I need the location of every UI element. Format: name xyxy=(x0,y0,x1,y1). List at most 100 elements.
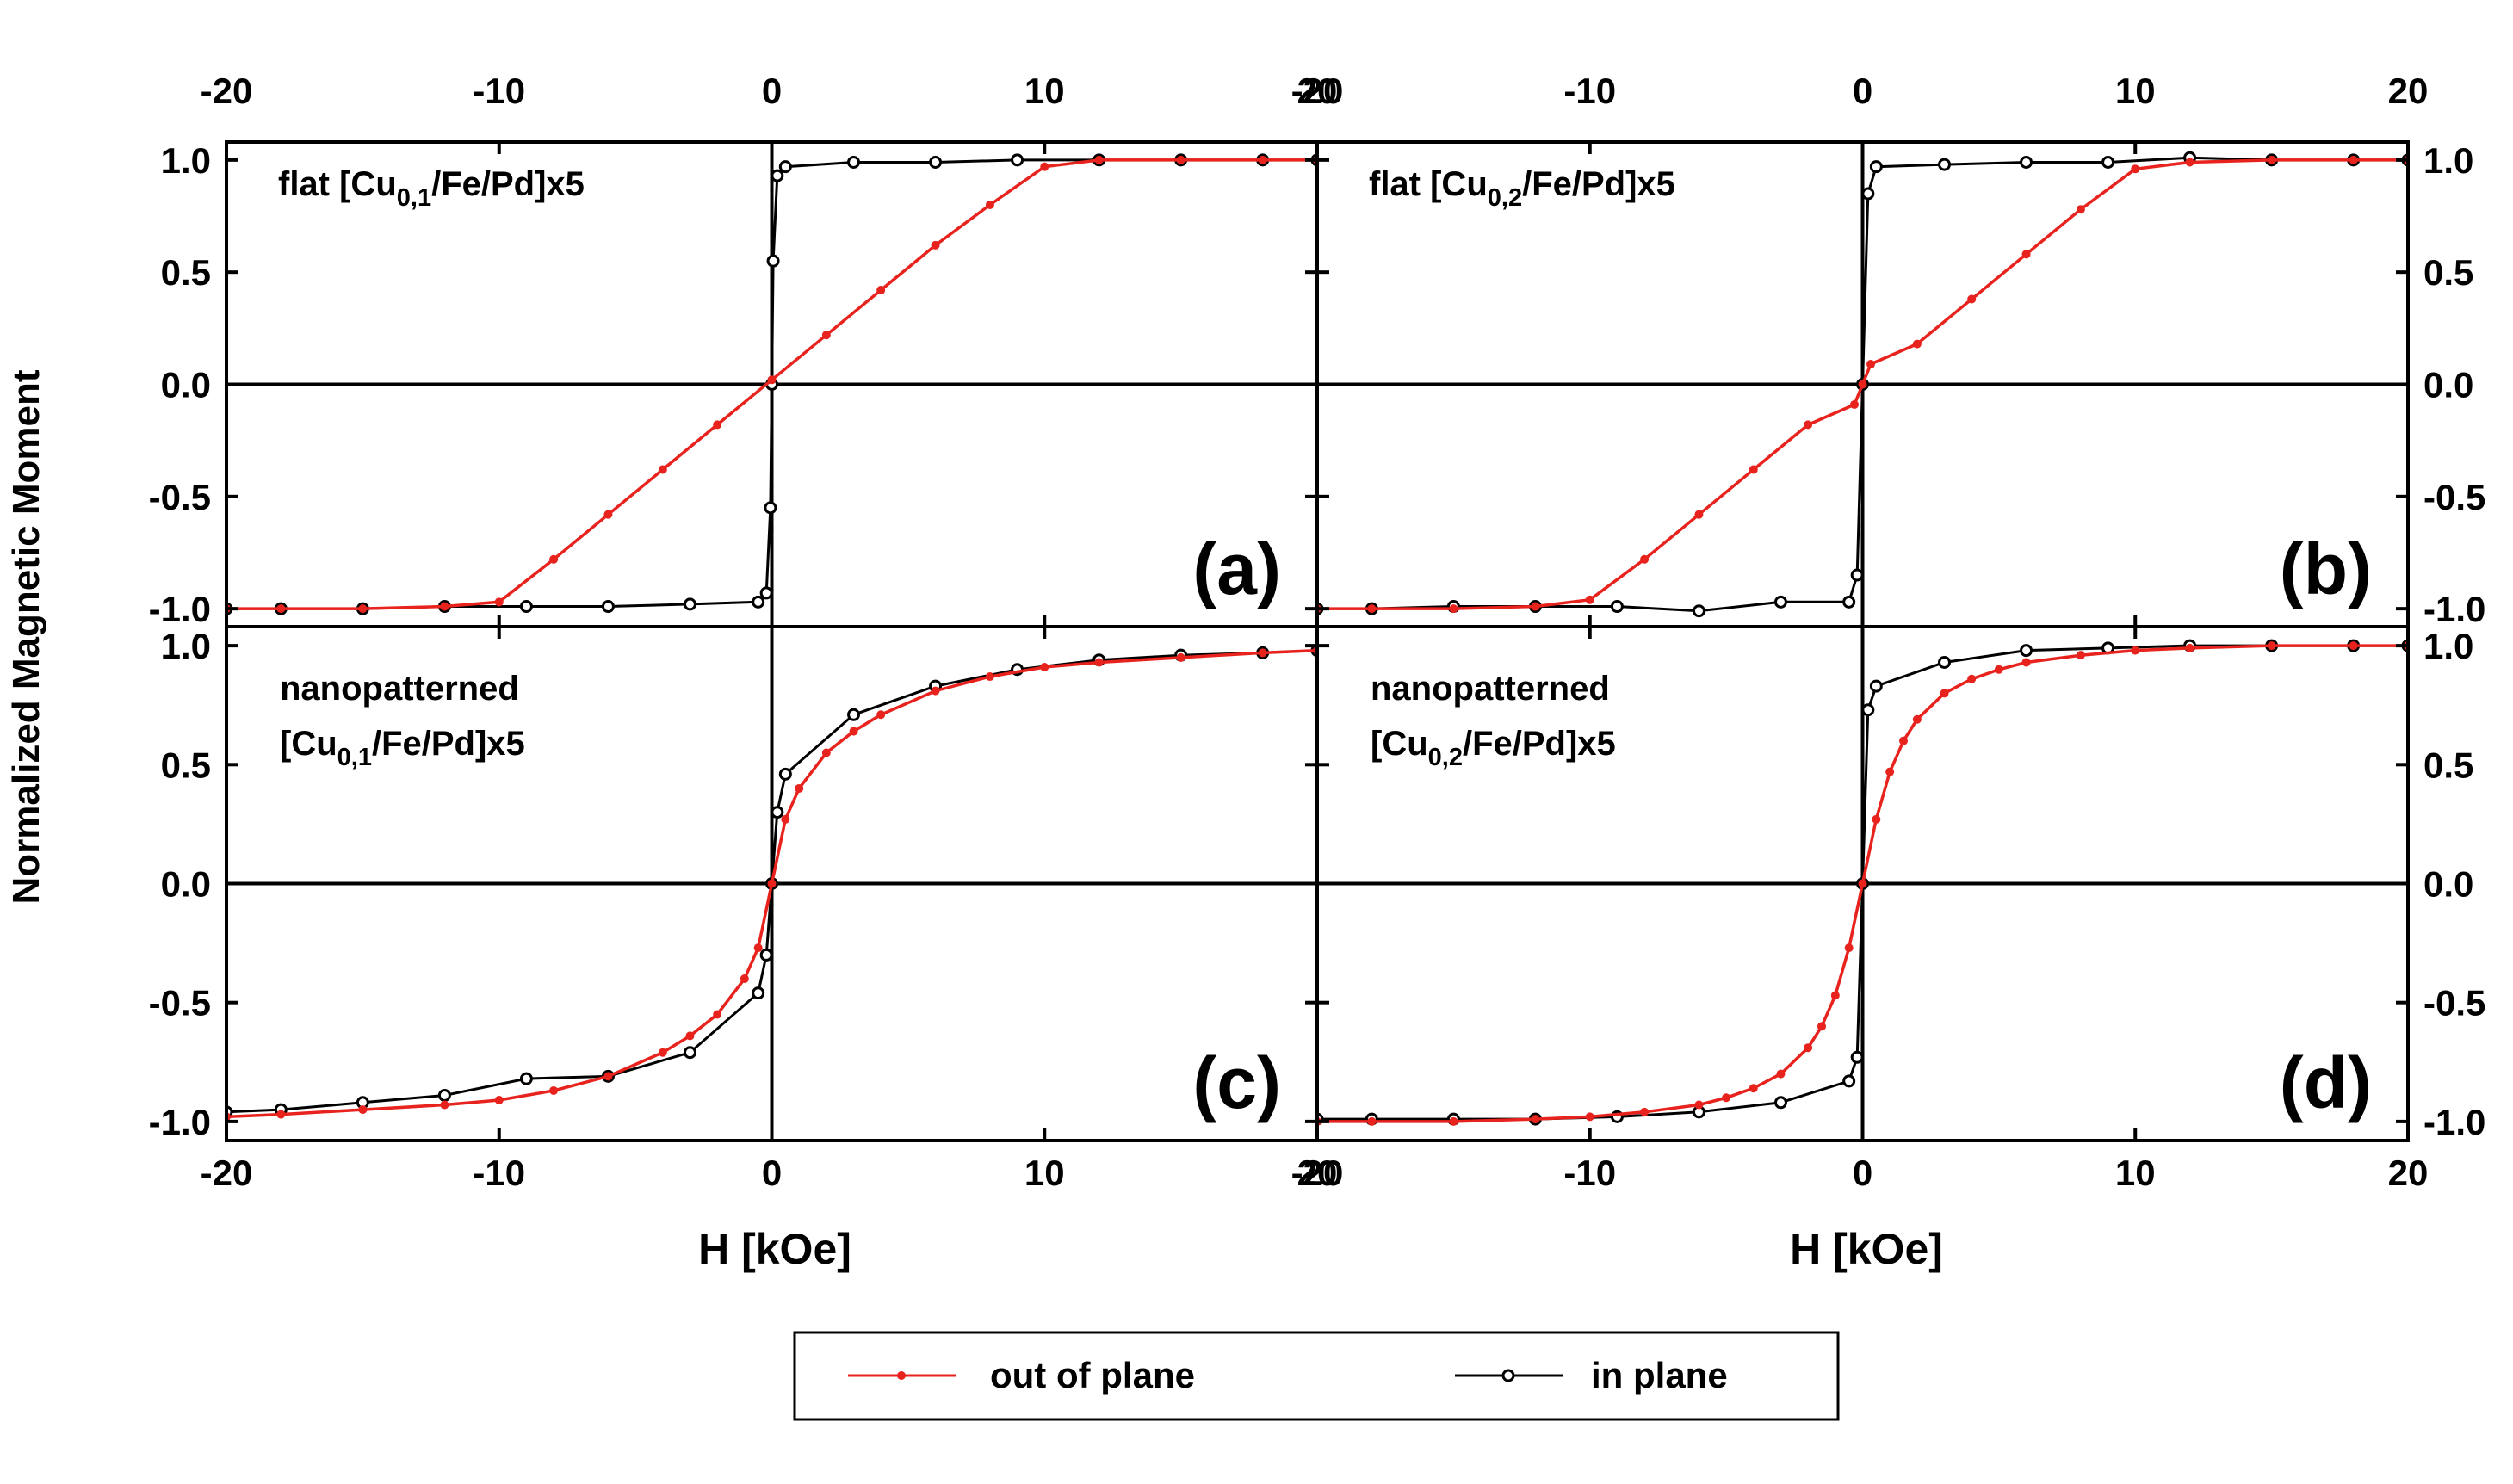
data-point xyxy=(1694,510,1704,519)
panel-letter: (c) xyxy=(1192,1042,1281,1123)
panel-title-line: [Cu0,1/Fe/Pd]x5 xyxy=(280,725,525,771)
data-point xyxy=(1585,1112,1594,1122)
data-point xyxy=(1869,679,1883,693)
data-point xyxy=(1258,155,1267,164)
legend-out-of-plane-marker xyxy=(897,1371,906,1380)
data-point xyxy=(931,686,940,696)
data-point xyxy=(1804,420,1813,430)
data-point xyxy=(1849,399,1859,409)
y-tick-label: -0.5 xyxy=(149,477,211,517)
data-point xyxy=(767,879,777,888)
data-point xyxy=(847,155,861,169)
data-point xyxy=(1858,380,1867,389)
panel-title-line: nanopatterned xyxy=(1371,670,1610,708)
y-tick-label: -0.5 xyxy=(149,983,211,1023)
data-point xyxy=(440,602,449,611)
data-point xyxy=(1610,600,1624,614)
data-point xyxy=(2349,155,2358,164)
data-point xyxy=(1842,1074,1856,1088)
panel-d: -20 -10 0 10 20 -1.0 -0.5 0.0 0.5 1.0 nanopatterne… xyxy=(1291,625,2485,1193)
data-point xyxy=(1861,703,1875,717)
data-point xyxy=(849,727,858,736)
data-point xyxy=(1449,604,1458,614)
data-point xyxy=(1011,153,1024,167)
data-point xyxy=(2076,651,2085,660)
data-point xyxy=(437,1088,451,1102)
panel-title-line: flat [Cu0,1/Fe/Pd]x5 xyxy=(278,165,585,212)
data-point xyxy=(753,943,763,953)
x-tick-label: -20 xyxy=(201,1153,253,1193)
data-point xyxy=(2185,643,2194,652)
data-point xyxy=(759,948,773,962)
data-point xyxy=(1899,736,1909,745)
x-tick-label-top: -10 xyxy=(473,71,525,111)
data-point xyxy=(1967,674,1977,683)
series-out-of-plane xyxy=(1317,641,2408,1126)
data-point xyxy=(781,814,790,824)
data-point xyxy=(778,767,792,781)
panel-c: -20 -10 0 10 20 -1.0 -0.5 0.0 0.5 1.0 nanopatterne… xyxy=(149,625,1337,1193)
data-point xyxy=(1938,655,1952,669)
data-point xyxy=(494,1096,504,1105)
x-tick-label: 10 xyxy=(2115,1153,2156,1193)
data-point xyxy=(985,200,994,209)
y-tick-label: -1.0 xyxy=(149,1102,211,1142)
panel-title-line: flat [Cu0,2/Fe/Pd]x5 xyxy=(1369,165,1675,212)
data-point xyxy=(847,708,861,721)
data-point xyxy=(1531,1115,1540,1124)
data-point xyxy=(778,160,792,174)
data-point xyxy=(1858,879,1867,888)
data-point xyxy=(276,604,286,614)
data-point xyxy=(549,554,559,564)
data-point xyxy=(1040,662,1049,671)
y-tick-label: 0.5 xyxy=(161,745,211,785)
data-point xyxy=(1994,665,2003,674)
data-point xyxy=(1861,187,1875,201)
data-point xyxy=(2131,164,2140,174)
data-point xyxy=(713,1010,722,1019)
data-point xyxy=(2185,158,2194,167)
data-point xyxy=(1258,648,1267,658)
panel-title-line: [Cu0,2/Fe/Pd]x5 xyxy=(1371,725,1616,771)
data-point xyxy=(876,286,886,295)
x-tick-label-top: 0 xyxy=(1853,71,1872,111)
data-point xyxy=(771,806,784,819)
data-point xyxy=(821,331,831,340)
data-point xyxy=(1585,595,1594,604)
y-tick-label-right: 0.0 xyxy=(2423,864,2473,905)
data-point xyxy=(1773,1096,1787,1110)
data-point xyxy=(740,974,749,984)
x-tick-label: -10 xyxy=(473,1153,525,1193)
y-tick-label-right: -1.0 xyxy=(2423,589,2485,629)
x-tick-label: -10 xyxy=(1563,1153,1616,1193)
y-tick-label: 0.0 xyxy=(161,365,211,405)
series-out-of-plane xyxy=(226,155,1317,614)
data-point xyxy=(1872,814,1881,824)
data-point xyxy=(1692,604,1705,618)
x-tick-label-top: 20 xyxy=(1297,71,1338,111)
data-point xyxy=(358,604,368,614)
data-point xyxy=(519,600,533,614)
data-point xyxy=(494,597,504,607)
data-point xyxy=(1531,602,1540,611)
data-point xyxy=(1885,767,1895,776)
data-point xyxy=(1869,160,1883,174)
panel-a: -20 -10 0 10 20 -1.0 -0.5 0.0 0.5 1.0 flat [Cu0,1/… xyxy=(149,71,1338,629)
legend: out of plane in plane xyxy=(793,1331,1840,1421)
legend-in-plane-marker xyxy=(1501,1369,1515,1382)
data-point xyxy=(1844,943,1854,953)
data-point xyxy=(752,986,765,1000)
data-point xyxy=(1776,1069,1786,1079)
y-tick-label-right: -1.0 xyxy=(2423,1102,2485,1142)
y-tick-label-right: 1.0 xyxy=(2423,140,2473,181)
legend-in-plane-label: in plane xyxy=(1591,1355,1728,1395)
data-point xyxy=(440,1100,449,1110)
x-tick-label-top: 10 xyxy=(2115,71,2156,111)
legend-out-of-plane-label: out of plane xyxy=(990,1355,1195,1395)
y-tick-label-right: 0.5 xyxy=(2423,252,2473,293)
x-tick-label-top: 20 xyxy=(2388,71,2429,111)
data-point xyxy=(2020,644,2033,658)
data-point xyxy=(764,501,777,515)
y-tick-label-right: -0.5 xyxy=(2423,477,2485,517)
